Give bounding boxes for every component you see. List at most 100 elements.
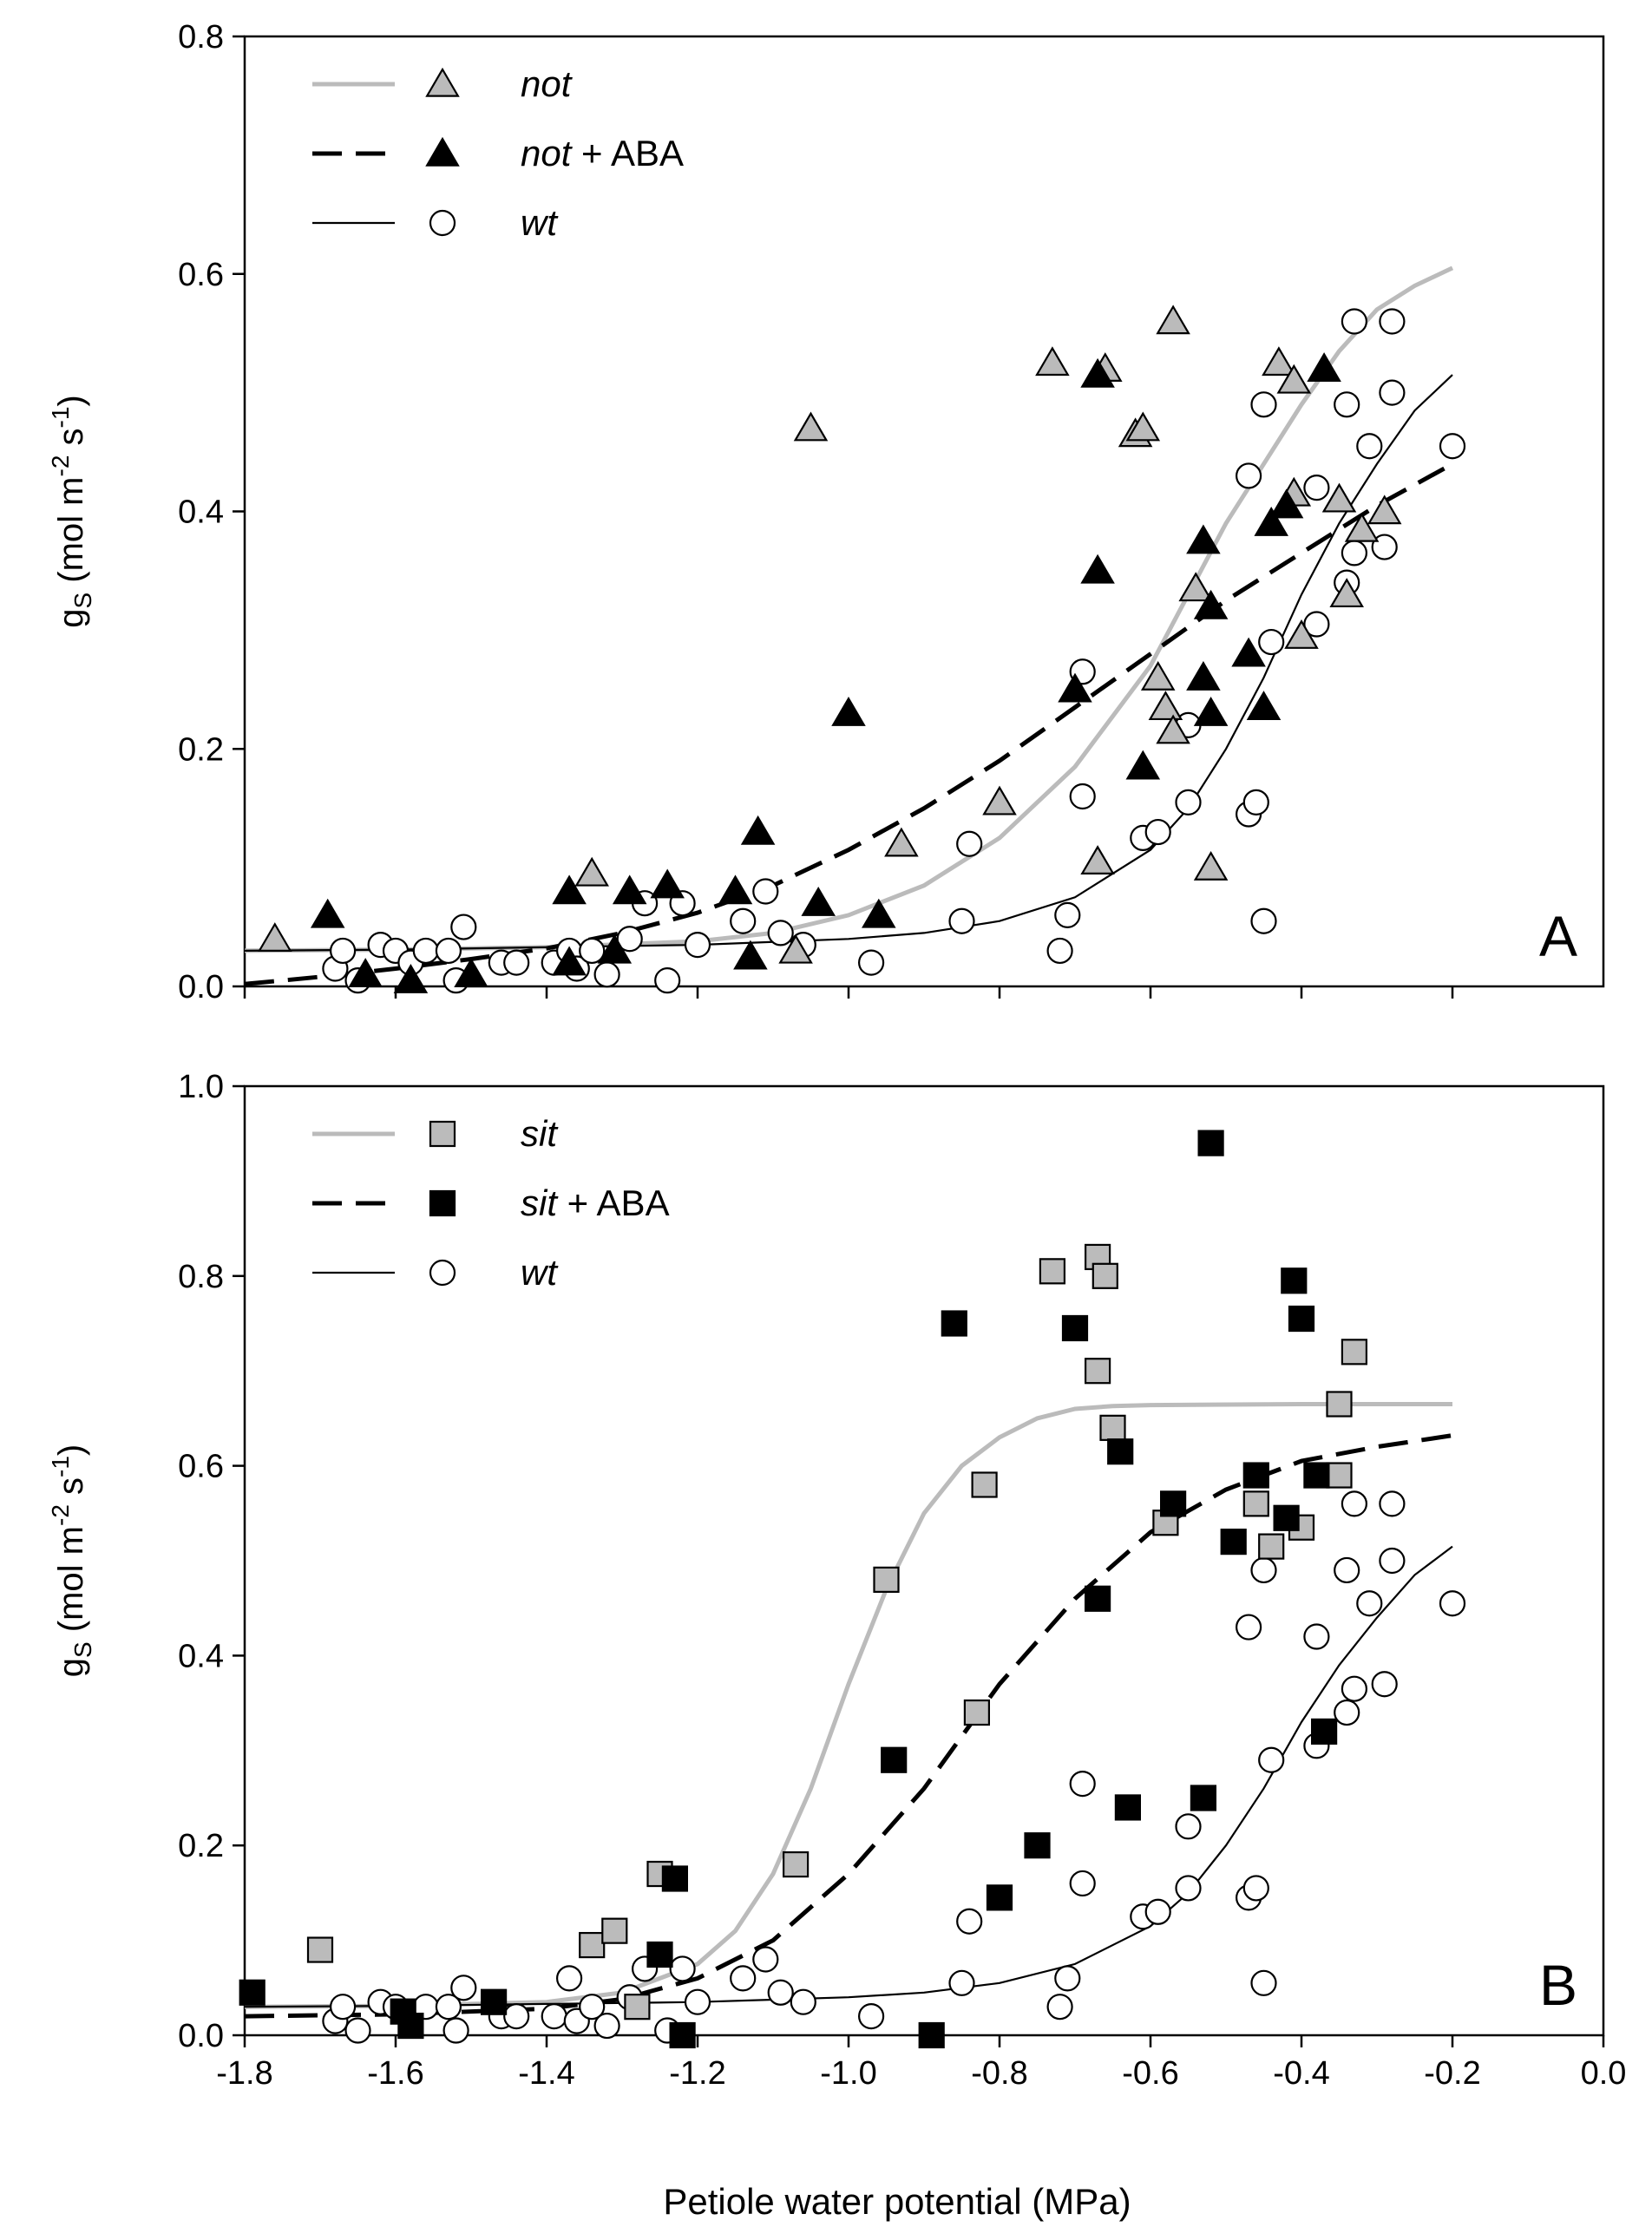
point-sit [1341,1339,1368,1366]
y-tick-label: 0.6 [178,257,224,293]
point-not-aba [1058,672,1092,703]
point-wt [503,949,530,976]
legend-marker [425,67,460,97]
y-tick-label: 1.0 [178,1069,224,1105]
point-not-aba [310,898,345,928]
point-not-aba [612,874,647,905]
point-not-aba [1080,553,1115,584]
point-wt [1439,433,1466,460]
point-wt [1069,1870,1096,1897]
point-not [258,922,292,952]
point-wt [1379,308,1406,335]
point-sit-aba [1288,1305,1315,1333]
x-tick-label: -0.4 [1273,2055,1329,2092]
point-not-aba [1080,357,1115,388]
point-sit-aba [1061,1314,1089,1342]
point-wt [1303,1623,1330,1650]
point-not [1262,346,1296,377]
point-wt [1069,783,1096,810]
legend-marker [425,136,460,167]
point-sit [1099,1414,1126,1441]
point-wt [1356,433,1383,460]
x-tick-label: -1.8 [216,2055,272,2092]
point-wt [1242,789,1269,815]
point-not-aba [552,874,587,905]
point-not-aba [801,887,836,916]
point-wt [593,2012,620,2040]
point-wt [684,931,711,959]
point-sit-aba [941,1310,967,1337]
point-wt [684,1988,711,2015]
point-not [1035,346,1070,377]
point-wt [752,1946,779,1973]
y-tick-label: 0.0 [178,2018,224,2054]
point-sit-aba [1114,1794,1142,1821]
y-axis-label: gS (mol m-2 s-1) [47,1444,96,1678]
point-wt [579,937,606,965]
point-wt [541,2003,567,2030]
point-sit [1242,1490,1269,1517]
point-wt [1379,379,1406,406]
point-sit-aba [1273,1504,1300,1531]
point-not-aba [454,958,488,988]
point-sit [1092,1262,1118,1289]
point-not-aba [597,933,633,964]
point-not-aba [1246,691,1282,721]
point-wt [1379,1547,1406,1575]
x-tick-label: 0.0 [1581,2055,1627,2092]
point-wt [1341,1675,1368,1702]
panel-b: -1.8 -1.6 -1.4 -1.2 -1.0 -0.8 -0.6 -0.4 -0.2 0.0 0… [47,1069,1626,2092]
x-tick-label: -1.4 [518,2055,574,2092]
point-sit [1258,1533,1285,1560]
y-axis-label: gS (mol m-2 s-1) [47,395,96,628]
point-wt [330,937,357,965]
point-wt [1242,1875,1269,1902]
point-wt [579,1994,606,2021]
point-sit-aba [239,1979,266,2006]
point-sit-aba [669,2021,696,2049]
point-not-aba [1254,507,1288,536]
point-wt [1303,475,1330,501]
point-wt [1258,628,1285,656]
point-sit [601,1917,628,1944]
x-tick-label: -0.6 [1122,2055,1178,2092]
point-wt [1250,1969,1277,1996]
point-not-aba [1268,488,1304,519]
point-wt [767,1979,794,2006]
point-wt [956,830,983,857]
point-sit [963,1699,991,1726]
point-sit [1326,1391,1353,1418]
fit-curve-wt [244,374,1453,952]
point-not-aba [552,946,587,976]
point-not [1329,578,1364,608]
point-wt [1175,789,1202,815]
y-tick-label: 0.2 [178,1828,224,1864]
point-not-aba [1231,637,1266,667]
point-not [884,827,919,857]
point-wt [1341,308,1368,335]
y-tick-label: 0.2 [178,731,224,768]
point-wt [1144,1898,1171,1925]
point-wt [857,2003,885,2030]
x-axis-label: Petiole water potential (MPa) [663,2181,1131,2222]
point-not [1156,714,1190,744]
point-wt [730,1965,757,1992]
point-wt [344,2017,371,2044]
point-wt [767,920,794,946]
point-wt [442,2017,469,2044]
point-not-aba [1125,750,1161,780]
panel-a: 0.0 0.2 0.4 0.6 0.8 gS (mol m-2 s-1) not not + … [47,19,1605,1005]
point-not-aba [1307,352,1341,382]
point-not [1125,411,1161,442]
point-wt [1371,534,1398,560]
point-not [982,785,1017,815]
point-not-aba [1193,697,1229,726]
point-not [1284,619,1319,649]
point-not [1178,572,1213,602]
point-wt [1046,1994,1073,2021]
y-tick-label: 0.8 [178,1259,224,1295]
point-wt [857,949,885,976]
point-wt [1144,818,1171,846]
point-not-aba [348,958,383,988]
point-not [1276,364,1312,394]
